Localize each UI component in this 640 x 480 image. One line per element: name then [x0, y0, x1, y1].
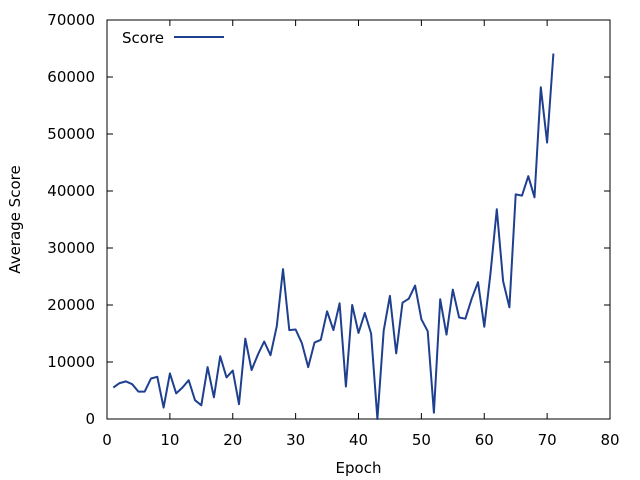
- x-tick-label: 50: [412, 431, 431, 449]
- x-tick-label: 70: [538, 431, 557, 449]
- x-tick-label: 10: [160, 431, 179, 449]
- x-tick-label: 20: [223, 431, 242, 449]
- y-tick-label: 20000: [47, 296, 95, 314]
- legend: Score: [122, 29, 224, 47]
- y-tick-label: 30000: [47, 239, 95, 257]
- y-tick-label: 40000: [47, 182, 95, 200]
- x-tick-label: 80: [600, 431, 619, 449]
- series-layer: [112, 53, 555, 420]
- y-tick-label: 10000: [47, 353, 95, 371]
- x-tick-label: 60: [475, 431, 494, 449]
- legend-label-score: Score: [122, 29, 164, 47]
- y-tick-label: 60000: [47, 68, 95, 86]
- plot-area: [106, 19, 611, 420]
- series-line-score: [112, 53, 555, 420]
- y-tick-label: 50000: [47, 125, 95, 143]
- y-tick-label: 70000: [47, 11, 95, 29]
- y-axis: 0 10000 20000 30000 40000 50000 60000 70000: [47, 11, 610, 428]
- y-tick-label: 0: [85, 410, 95, 428]
- x-tick-label: 40: [349, 431, 368, 449]
- x-tick-label: 0: [102, 431, 112, 449]
- x-axis-title: Epoch: [336, 459, 382, 477]
- y-axis-title: Average Score: [6, 165, 24, 273]
- x-axis: 0 10 20 30 40 50 60 70 80: [102, 20, 620, 449]
- x-tick-label: 30: [286, 431, 305, 449]
